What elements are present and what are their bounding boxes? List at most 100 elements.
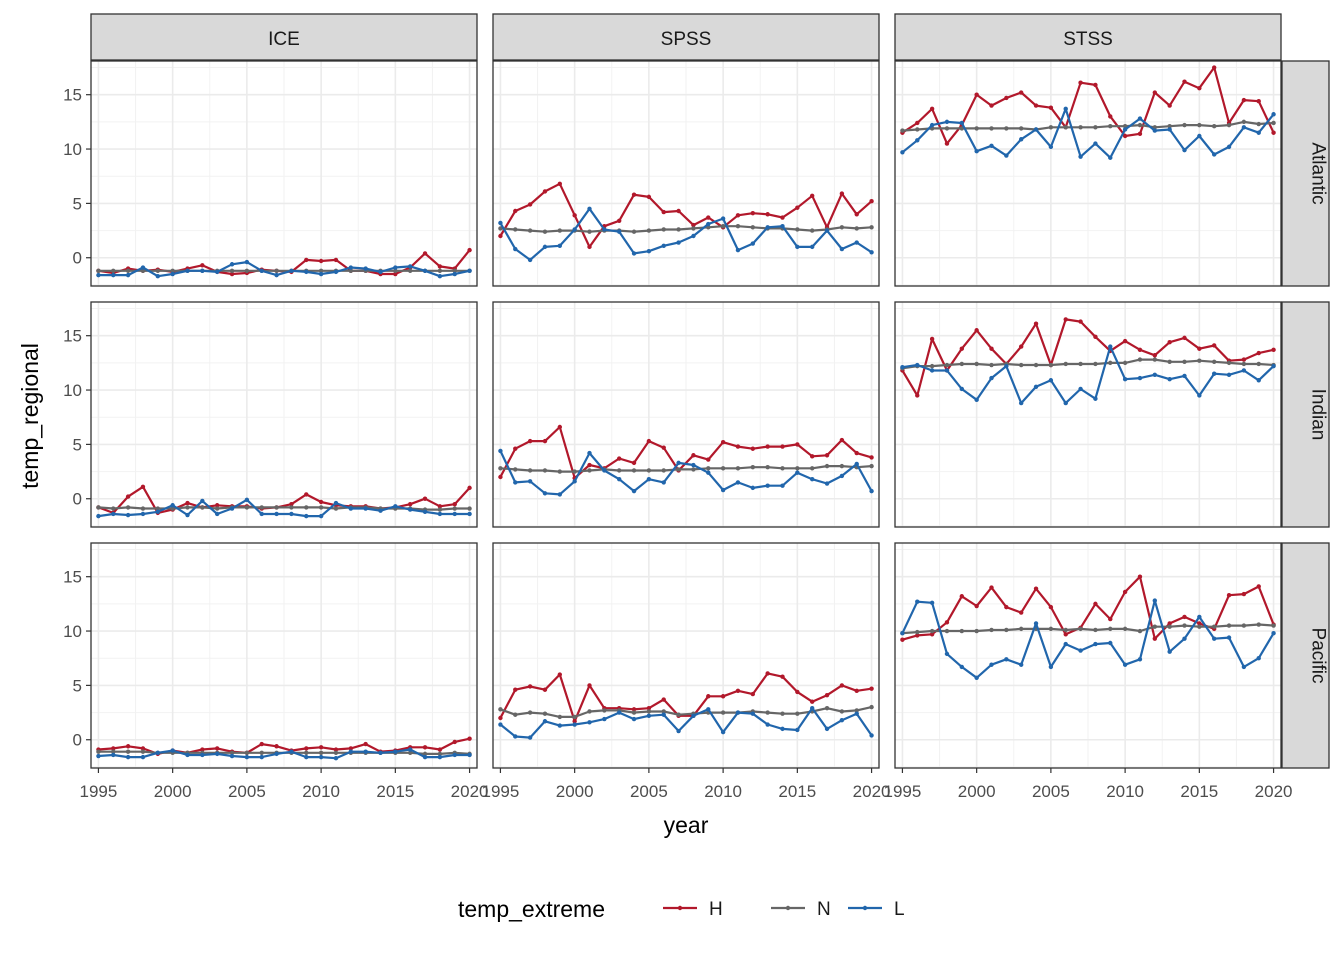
data-point-l bbox=[765, 722, 770, 727]
legend-key-point-h bbox=[677, 905, 683, 911]
data-point-h bbox=[631, 192, 637, 197]
data-point-h bbox=[676, 208, 681, 214]
data-point-l bbox=[393, 265, 398, 270]
data-point-l bbox=[795, 244, 800, 250]
y-tick-label: 15 bbox=[63, 327, 82, 346]
data-point-l bbox=[170, 748, 175, 753]
data-point-l bbox=[795, 470, 800, 475]
data-point-n bbox=[1093, 627, 1098, 633]
data-point-h bbox=[1197, 621, 1202, 626]
data-point-n bbox=[809, 466, 815, 471]
data-point-l bbox=[780, 224, 785, 229]
data-point-n bbox=[333, 506, 339, 511]
data-point-h bbox=[929, 336, 935, 342]
data-point-n bbox=[765, 465, 770, 470]
data-point-l bbox=[944, 651, 950, 657]
data-point-l bbox=[1078, 648, 1083, 653]
data-point-n bbox=[1093, 361, 1098, 367]
data-point-l bbox=[1018, 662, 1024, 667]
data-point-h bbox=[542, 438, 548, 444]
data-point-n bbox=[989, 362, 994, 368]
data-point-l bbox=[557, 243, 563, 248]
data-point-l bbox=[1033, 621, 1039, 626]
data-point-h bbox=[437, 264, 443, 269]
data-point-h bbox=[929, 632, 935, 637]
data-point-l bbox=[974, 397, 979, 403]
series-line-l bbox=[901, 599, 1275, 679]
data-point-n bbox=[1108, 626, 1113, 632]
data-point-l bbox=[498, 448, 503, 454]
legend-title: temp_extreme bbox=[458, 896, 605, 922]
data-point-n bbox=[259, 750, 264, 755]
data-point-l bbox=[1226, 372, 1232, 378]
data-point-l bbox=[839, 717, 845, 723]
data-point-l bbox=[1093, 396, 1098, 401]
data-point-h bbox=[467, 736, 472, 741]
data-point-h bbox=[1211, 343, 1217, 348]
data-point-l bbox=[1122, 662, 1128, 667]
panels-layer: ICE SPSS STSS Atlantic Indian Pacific 0 5 10 15 0 5… bbox=[63, 13, 1330, 801]
y-tick-label: 0 bbox=[73, 731, 82, 750]
data-point-l bbox=[1152, 372, 1158, 378]
data-point-h bbox=[854, 212, 859, 217]
data-point-l bbox=[229, 506, 235, 511]
data-point-h bbox=[1256, 99, 1261, 104]
data-point-l bbox=[959, 386, 965, 392]
data-point-l bbox=[1078, 386, 1083, 392]
x-tick-label: 1995 bbox=[884, 782, 922, 801]
data-point-l bbox=[750, 485, 756, 491]
data-point-h bbox=[363, 741, 368, 747]
data-point-n bbox=[587, 709, 592, 714]
data-point-l bbox=[170, 271, 175, 277]
data-point-h bbox=[1018, 344, 1024, 349]
data-point-h bbox=[1108, 114, 1113, 119]
data-point-l bbox=[1167, 127, 1172, 132]
data-point-h bbox=[437, 504, 443, 509]
data-point-n bbox=[1167, 359, 1172, 364]
data-point-h bbox=[839, 437, 845, 443]
data-point-n bbox=[959, 628, 965, 634]
data-point-l bbox=[140, 754, 146, 760]
data-point-h bbox=[422, 496, 428, 501]
data-point-l bbox=[587, 206, 592, 212]
data-point-l bbox=[498, 722, 503, 727]
data-point-h bbox=[780, 444, 785, 449]
data-point-l bbox=[452, 511, 457, 517]
data-point-h bbox=[974, 603, 979, 609]
data-point-l bbox=[989, 375, 994, 381]
data-point-n bbox=[735, 466, 741, 471]
series-line-l bbox=[499, 707, 873, 739]
y-tick-label: 15 bbox=[63, 568, 82, 587]
data-point-h bbox=[1271, 347, 1276, 353]
data-point-l bbox=[587, 720, 592, 725]
data-point-h bbox=[229, 271, 235, 277]
data-point-l bbox=[839, 473, 845, 479]
data-point-h bbox=[824, 453, 830, 458]
data-point-h bbox=[140, 484, 146, 489]
y-tick-label: 0 bbox=[73, 490, 82, 509]
data-point-h bbox=[527, 438, 533, 444]
panel-ice-indian: 0 5 10 15 bbox=[63, 301, 478, 528]
x-tick-label: 2015 bbox=[778, 782, 816, 801]
y-tick-label: 10 bbox=[63, 381, 82, 400]
facet-strip-pacific bbox=[1281, 542, 1330, 769]
data-point-n bbox=[854, 708, 859, 713]
data-point-l bbox=[259, 754, 264, 760]
data-point-h bbox=[869, 686, 874, 691]
data-point-l bbox=[304, 754, 309, 760]
data-point-n bbox=[676, 227, 681, 232]
data-point-n bbox=[498, 707, 503, 712]
data-point-n bbox=[1137, 628, 1143, 634]
data-point-l bbox=[244, 259, 250, 265]
data-point-l bbox=[200, 268, 205, 273]
data-point-h bbox=[706, 694, 711, 699]
data-point-h bbox=[572, 719, 577, 724]
panel-stss-indian bbox=[894, 301, 1282, 528]
data-point-h bbox=[944, 141, 950, 146]
data-point-l bbox=[1048, 664, 1054, 670]
panel-spss-atlantic bbox=[492, 60, 880, 287]
data-point-l bbox=[1271, 631, 1276, 636]
data-point-l bbox=[900, 631, 905, 636]
series-line-h bbox=[902, 575, 1275, 641]
data-point-h bbox=[1211, 65, 1217, 70]
